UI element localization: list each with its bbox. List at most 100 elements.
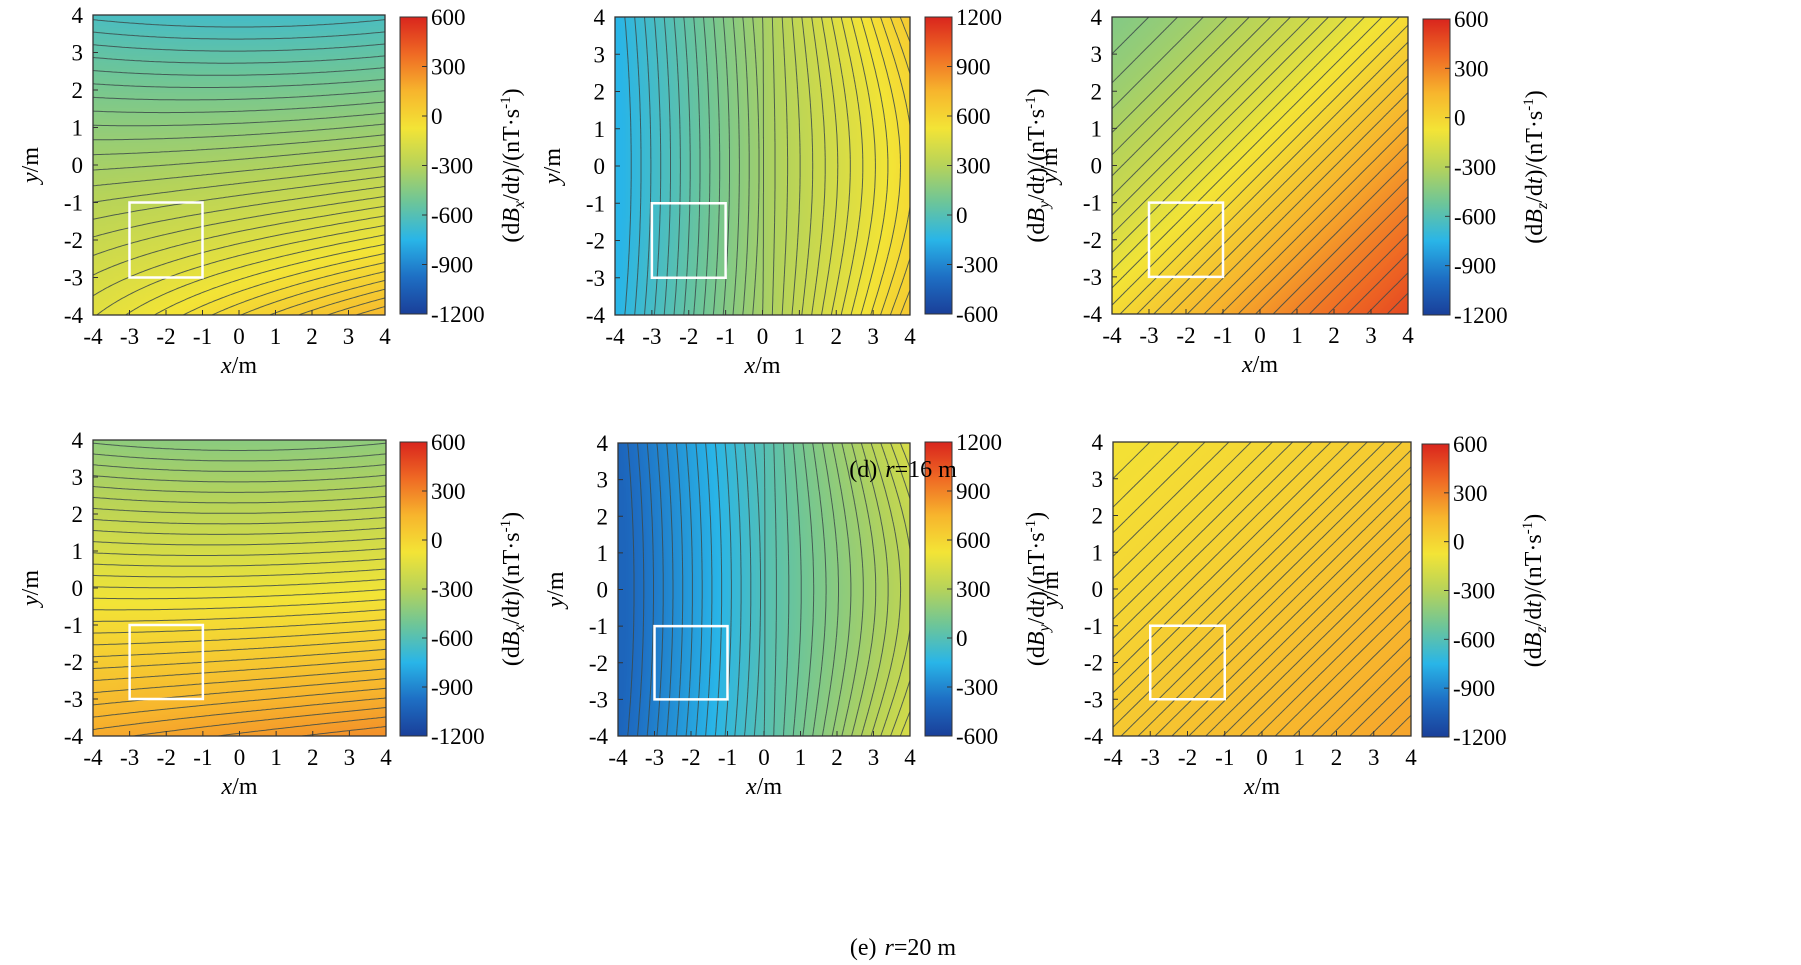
colorbar-tick-label: -900: [431, 675, 473, 700]
contour-line: [705, 442, 713, 737]
contour-line: [92, 215, 386, 297]
x-tick-label: 3: [344, 745, 356, 770]
colorbar-tick-label: 300: [1454, 56, 1489, 81]
contour-line: [92, 134, 386, 156]
x-tick-label: -2: [156, 324, 175, 349]
y-tick-label: -2: [64, 228, 83, 253]
y-tick-label: -1: [586, 191, 605, 216]
y-tick-label: 1: [597, 541, 609, 566]
contour-line: [644, 16, 652, 316]
contour-line: [666, 442, 674, 737]
contour-line: [93, 123, 386, 141]
contours-e-z: [1112, 441, 1412, 737]
heatmap-d-x: [93, 15, 385, 315]
contour-line: [1366, 272, 1409, 315]
colorbar-tick-label: -300: [1454, 155, 1496, 180]
x-tick-label: 3: [1368, 745, 1380, 770]
colorbar-tick-label: 0: [431, 528, 443, 553]
colorbar-tick-label: -600: [956, 302, 998, 327]
colorbar-tick-label: -300: [431, 154, 473, 179]
contour-line: [1309, 214, 1409, 315]
contour-line: [93, 588, 387, 600]
x-tick-label: 4: [380, 745, 392, 770]
source-box-d-z: [1147, 201, 1225, 279]
heatmap-d-y: [615, 17, 910, 315]
contour-line: [722, 16, 730, 316]
y-tick-label: -1: [64, 613, 83, 638]
contour-line: [781, 16, 789, 316]
colorbar-tick-label: -300: [956, 675, 998, 700]
y-tick-label: 3: [72, 465, 84, 490]
x-tick-label: -4: [83, 745, 103, 770]
y-tick-label: -2: [64, 650, 83, 675]
contour-line: [1112, 441, 1230, 557]
contour-line: [870, 442, 902, 737]
x-tick-label: -4: [1103, 745, 1123, 770]
y-tick-label: 1: [1092, 540, 1104, 565]
contour-line: [92, 668, 387, 694]
contour-line: [92, 678, 387, 706]
x-tick-label: -3: [1141, 745, 1160, 770]
colorbar-label: (dBx/dt)/(nT·s-1): [498, 88, 528, 242]
y-tick-label: 2: [72, 78, 84, 103]
y-tick-label: 3: [1092, 467, 1104, 492]
contour-line: [92, 43, 386, 52]
x-tick-label: -2: [1176, 323, 1195, 348]
contour-line: [93, 599, 387, 611]
contour-line: [92, 144, 386, 171]
contour-line: [811, 16, 826, 316]
contour-line: [752, 16, 760, 316]
contour-line: [92, 155, 386, 187]
contour-line: [695, 442, 703, 737]
y-axis-label: y/m: [540, 148, 566, 186]
contour-line: [771, 16, 776, 316]
x-tick-label: 2: [831, 324, 843, 349]
contour-line: [637, 442, 645, 737]
y-tick-label: 0: [72, 576, 84, 601]
y-tick-label: -3: [64, 687, 83, 712]
x-tick-label: -1: [718, 745, 737, 770]
heatmap-d-z: [1112, 17, 1408, 314]
contour-line: [1111, 16, 1291, 197]
contour-line: [821, 442, 839, 737]
contour-line: [1203, 109, 1409, 315]
contour-line: [92, 495, 387, 504]
contour-line: [1112, 441, 1368, 694]
y-axis-label: y/m: [1037, 147, 1063, 185]
contour-line: [1112, 441, 1403, 728]
x-tick-label: -4: [83, 324, 103, 349]
panel-d-x: -4 -3 -2 -1 0 1 2 3 4-4-3-2-101234x/my/m-1200-90…: [18, 3, 528, 379]
x-tick-label: -2: [157, 745, 176, 770]
contour-line: [1290, 196, 1409, 315]
contour-line: [96, 225, 386, 316]
contour-line: [92, 453, 387, 462]
colorbar-tick-label: -600: [1454, 204, 1496, 229]
contour-line: [673, 16, 681, 316]
x-tick-label: 0: [757, 324, 769, 349]
x-axis-label: x/m: [745, 774, 782, 800]
contour-line: [1112, 441, 1332, 658]
colorbar-label: (dBz/dt)/(nT·s-1): [1521, 90, 1551, 243]
contour-line: [685, 442, 693, 737]
y-tick-label: 1: [72, 539, 84, 564]
contour-line: [1186, 92, 1409, 315]
contour-line: [851, 442, 877, 737]
contour-line: [1112, 441, 1252, 579]
colorbar-tick-label: 600: [1453, 432, 1488, 457]
colorbar-tick-label: 0: [956, 626, 968, 651]
contour-line: [182, 252, 386, 316]
colorbar-tick-label: -1200: [431, 724, 485, 749]
x-tick-label: 3: [868, 745, 880, 770]
x-tick-label: 1: [1291, 323, 1303, 348]
x-tick-label: -1: [193, 745, 212, 770]
colorbar-tick-label: 900: [956, 479, 991, 504]
contour-line: [92, 638, 387, 658]
contour-line: [1111, 16, 1348, 253]
y-tick-label: 3: [597, 468, 609, 493]
contour-line: [831, 442, 852, 737]
y-tick-label: 0: [597, 578, 609, 603]
x-axis-label: x/m: [1243, 774, 1280, 800]
contour-line: [298, 288, 386, 316]
contour-line: [92, 31, 386, 40]
